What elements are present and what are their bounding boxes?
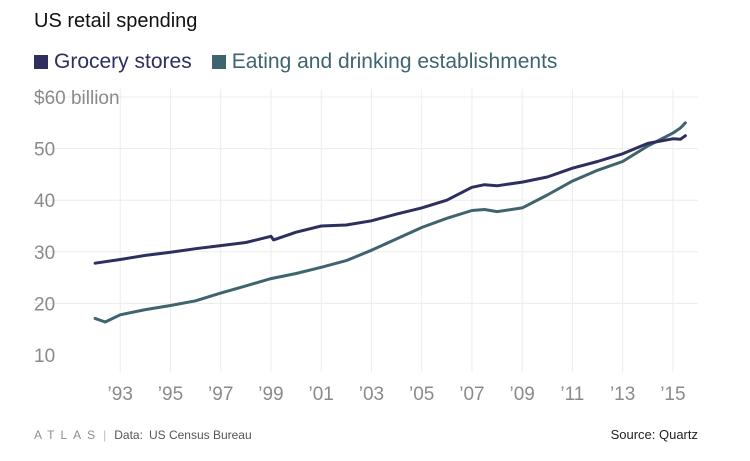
y-tick-label: 40: [34, 191, 55, 212]
legend-item-grocery: Grocery stores: [34, 50, 192, 74]
footer-data-credit: ATLAS | Data: US Census Bureau: [34, 428, 252, 442]
x-tick-label: ’95: [158, 384, 183, 405]
footer-data-source: US Census Bureau: [148, 428, 252, 442]
x-tick-label: ’93: [108, 384, 133, 405]
x-tick-label: ’05: [409, 384, 434, 405]
y-tick-label: 50: [34, 140, 55, 161]
footer-data-label: Data:: [114, 428, 143, 442]
legend-swatch-eating: [211, 55, 226, 69]
x-tick-label: ’01: [309, 384, 334, 405]
series-line-grocery: [93, 134, 687, 265]
x-tick-label: ’97: [208, 384, 233, 405]
x-tick-label: ’09: [509, 384, 534, 405]
x-tick-label: ’99: [258, 384, 283, 405]
series-line-eating: [93, 121, 687, 324]
x-tick-label: ’13: [610, 384, 635, 405]
y-tick-label: 20: [34, 294, 55, 315]
legend-label-eating: Eating and drinking establishments: [231, 50, 558, 73]
legend-swatch-grocery: [34, 55, 48, 69]
footer-separator: |: [103, 428, 107, 442]
legend-item-eating: Eating and drinking establishments: [211, 50, 558, 74]
atlas-logo: ATLAS: [34, 428, 102, 442]
y-tick-label: 10: [34, 346, 55, 367]
y-tick-label: 30: [34, 243, 55, 264]
x-tick-label: ’11: [560, 384, 584, 405]
x-tick-label: ’03: [359, 384, 384, 405]
x-tick-label: ’15: [660, 384, 685, 405]
legend: Grocery stores Eating and drinking estab…: [34, 50, 577, 74]
x-tick-label: ’07: [459, 384, 484, 405]
chart-title: US retail spending: [34, 10, 198, 32]
y-tick-label: $60 billion: [34, 88, 120, 109]
footer-source: Source: Quartz: [610, 427, 698, 442]
legend-label-grocery: Grocery stores: [54, 50, 192, 73]
